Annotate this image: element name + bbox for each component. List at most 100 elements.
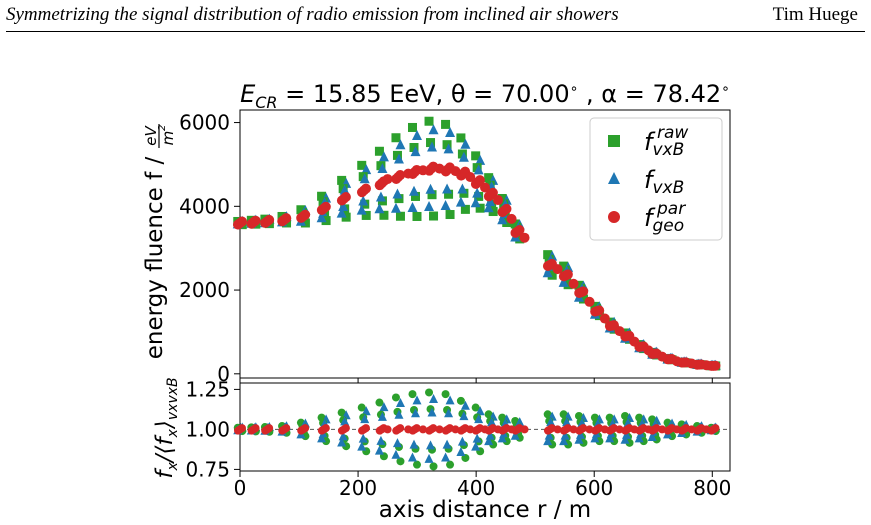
ytick-label: 0.75 [185, 457, 230, 481]
raw-point [563, 280, 573, 290]
vxB-point [473, 164, 484, 175]
raw-ratio-point [446, 460, 455, 469]
running-author: Tim Huege [772, 4, 858, 25]
vxB-ratio-point [429, 393, 439, 403]
vxB-ratio-point [338, 431, 348, 441]
geo-ratio-point [451, 425, 460, 434]
raw-point [361, 210, 371, 220]
geo-point [568, 278, 579, 289]
geo-point [250, 215, 261, 226]
vxB-point [393, 153, 404, 164]
vxB-point [458, 151, 469, 162]
vxB-ratio-point [441, 452, 451, 462]
ytick-label: 6000 [179, 111, 230, 135]
raw-point [445, 210, 455, 220]
vxB-ratio-point [647, 432, 657, 442]
raw-point [407, 122, 417, 132]
vxB-ratio-point [357, 441, 367, 451]
vxB-point [445, 126, 456, 137]
vxB-ratio-point [317, 433, 327, 443]
raw-point [300, 218, 310, 228]
geo-point [671, 356, 682, 367]
vxB-ratio-point [459, 411, 469, 421]
geo-point [514, 225, 525, 236]
raw-ratio-point [456, 396, 465, 405]
xtick-label: 800 [693, 476, 731, 500]
geo-ratio-point [429, 424, 438, 433]
vxB-ratio-point [374, 445, 384, 455]
geo-point [686, 358, 697, 369]
geo-ratio-point [265, 424, 274, 433]
raw-point [547, 270, 557, 280]
vxB-ratio-point [474, 414, 484, 424]
geo-ratio-point [672, 425, 681, 434]
vxB-point [356, 204, 367, 215]
vxB-point [392, 188, 403, 199]
xtick-label: 400 [457, 476, 495, 500]
geo-point [710, 360, 721, 371]
geo-ratio-point [520, 425, 529, 434]
vxB-point [442, 183, 453, 194]
raw-point [441, 119, 451, 129]
raw-ratio-point [357, 403, 366, 412]
geo-point [506, 213, 517, 224]
vxB-ratio-point [546, 417, 556, 427]
geo-point [614, 326, 625, 337]
geo-point [519, 232, 530, 243]
vxB-ratio-point [456, 447, 466, 457]
raw-point [395, 211, 405, 221]
raw-point [429, 211, 439, 221]
legend-label: fvxB [644, 128, 684, 160]
vxB-ratio-point [475, 406, 485, 416]
geo-point [382, 174, 393, 185]
geo-point [434, 163, 445, 174]
raw-point [317, 191, 327, 201]
raw-point [427, 190, 437, 200]
svg-text:eV: eV [142, 125, 160, 146]
vxB-ratio-point [510, 430, 520, 440]
ytick-label: 0 [217, 362, 230, 386]
geo-ratio-point [321, 424, 330, 433]
svg-text:fx/⟨fx⟩vxvxB: fx/⟨fx⟩vxvxB [152, 377, 181, 478]
vxB-ratio-point [590, 433, 600, 443]
raw-point [502, 218, 512, 228]
bottom-panel-points [233, 388, 721, 471]
vxB-point [377, 163, 388, 174]
vxB-ratio-point [487, 417, 497, 427]
raw-point [456, 133, 466, 143]
geo-ratio-point [702, 425, 711, 434]
vxB-ratio-point [559, 436, 569, 446]
vxB-ratio-point [358, 433, 368, 443]
geo-ratio-point [600, 425, 609, 434]
geo-point [320, 201, 331, 212]
vxB-ratio-point [442, 439, 452, 449]
raw-ratio-point [574, 411, 583, 420]
geo-point [395, 170, 406, 181]
geo-ratio-point [282, 424, 291, 433]
geo-point [657, 351, 668, 362]
geo-ratio-point [361, 424, 370, 433]
geo-ratio-point [238, 424, 246, 433]
vxB-ratio-point [471, 441, 481, 451]
vxB-ratio-point [409, 439, 419, 449]
geo-point [360, 183, 371, 194]
geo-ratio-point [711, 424, 720, 433]
raw-point [442, 140, 452, 150]
geo-ratio-point [435, 425, 444, 434]
vxB-ratio-point [574, 434, 584, 444]
vxB-ratio-point [497, 433, 507, 443]
xtick-label: 200 [339, 476, 377, 500]
geo-ratio-point [412, 424, 421, 433]
vxB-ratio-point [472, 433, 482, 443]
raw-ratio-point [621, 411, 630, 420]
raw-point [424, 116, 434, 126]
vxB-point [497, 214, 508, 225]
vxB-point [460, 138, 471, 149]
vxB-ratio-point [392, 438, 402, 448]
x-axis-ticks: 0 200 400 600 800 [234, 378, 731, 500]
vxB-ratio-point [394, 409, 404, 419]
raw-point [410, 191, 420, 201]
geo-ratio-point [404, 425, 413, 434]
